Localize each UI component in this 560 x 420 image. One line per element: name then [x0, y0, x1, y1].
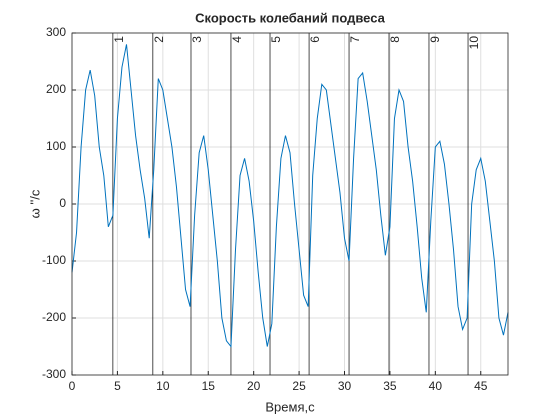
marker-label: 4: [230, 36, 244, 43]
x-tick-label: 25: [292, 379, 306, 393]
marker-label: 3: [190, 36, 204, 43]
marker-label: 2: [152, 36, 166, 43]
marker-label: 1: [112, 36, 126, 43]
x-tick-label: 10: [156, 379, 170, 393]
chart-title: Скорость колебаний подвеса: [195, 10, 386, 25]
axes-box: [71, 32, 509, 376]
x-tick-label: 35: [383, 379, 397, 393]
data-line: [71, 44, 509, 348]
x-axis-label: Время,с: [265, 399, 315, 414]
x-tick-label: 30: [338, 379, 352, 393]
x-tick-label: 15: [202, 379, 216, 393]
y-tick-label: 200: [46, 82, 66, 96]
marker-label: 10: [467, 36, 481, 50]
marker-label: 6: [308, 36, 322, 43]
x-tick-label: 5: [114, 379, 121, 393]
y-tick-label: -100: [42, 253, 66, 267]
y-tick-label: -200: [42, 310, 66, 324]
x-tick-label: 20: [247, 379, 261, 393]
y-tick-label: 0: [59, 196, 66, 210]
marker-label: 9: [428, 36, 442, 43]
x-tick-label: 40: [429, 379, 443, 393]
y-tick-label: -300: [42, 367, 66, 381]
x-tick-label: 0: [69, 379, 76, 393]
y-tick-label: 100: [46, 139, 66, 153]
x-tick-label: 45: [474, 379, 488, 393]
marker-label: 8: [388, 36, 402, 43]
marker-label: 5: [269, 36, 283, 43]
marker-label: 7: [348, 36, 362, 43]
y-axis-label: ω ''/c: [27, 189, 42, 218]
y-tick-label: 300: [46, 25, 66, 39]
